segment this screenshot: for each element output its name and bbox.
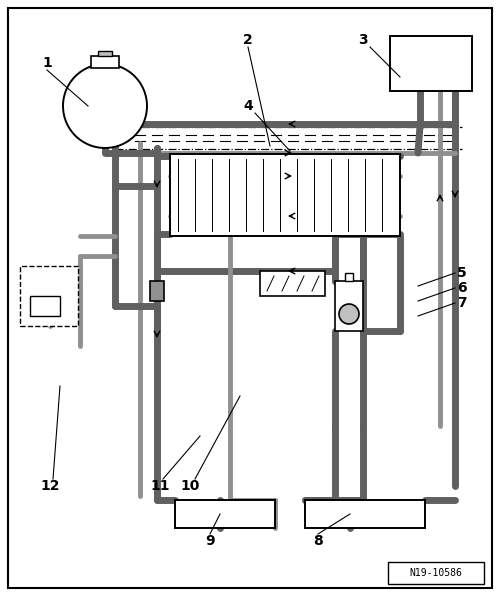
Bar (345, 273, 353, 281)
Text: 6: 6 (457, 281, 467, 295)
Circle shape (63, 64, 147, 148)
Text: 2: 2 (243, 33, 253, 47)
Bar (20, 266, 78, 326)
Bar (175, 500, 275, 528)
Text: 12: 12 (40, 479, 60, 493)
Text: N19-10586: N19-10586 (410, 568, 463, 578)
Bar (260, 271, 325, 296)
Text: 3: 3 (358, 33, 368, 47)
Text: 11: 11 (150, 479, 170, 493)
Circle shape (339, 304, 359, 324)
Bar (91, 56, 119, 68)
Text: 9: 9 (205, 534, 215, 548)
Bar (305, 500, 425, 528)
Bar (390, 36, 472, 91)
Text: 1: 1 (42, 56, 52, 70)
Bar (170, 154, 400, 236)
Text: 10: 10 (180, 479, 200, 493)
Bar (335, 281, 363, 331)
Bar (98, 51, 112, 56)
Text: 8: 8 (313, 534, 323, 548)
Bar (150, 281, 164, 301)
Bar (30, 296, 60, 316)
Bar (388, 562, 484, 584)
Text: 7: 7 (457, 296, 467, 310)
Text: 5: 5 (457, 266, 467, 280)
Text: 4: 4 (243, 99, 253, 113)
